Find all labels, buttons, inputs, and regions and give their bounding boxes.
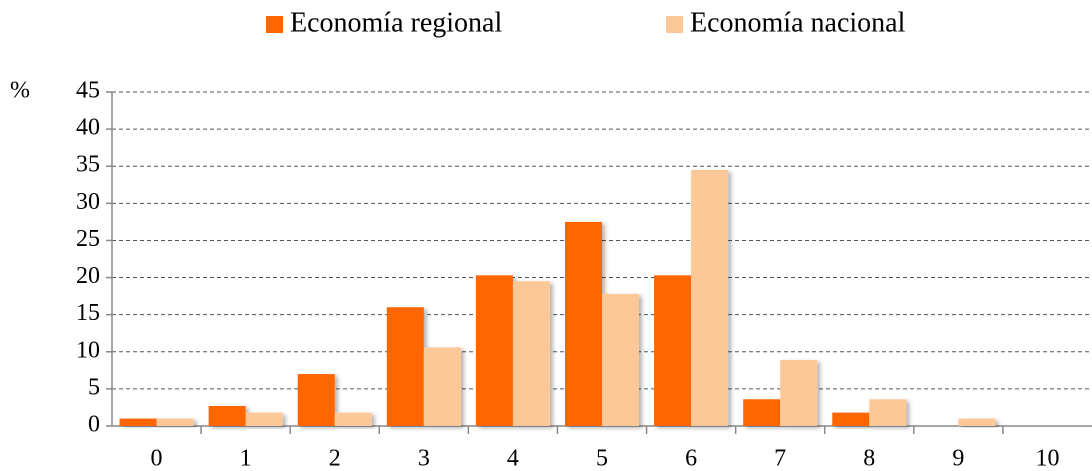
y-tick-label: 10: [76, 337, 100, 363]
x-tick-label: 6: [685, 446, 697, 471]
y-tick-label: 30: [76, 189, 100, 215]
bar: [297, 374, 335, 426]
bar: [208, 405, 246, 426]
y-tick-label: 5: [88, 374, 100, 400]
x-tick-label: 0: [151, 446, 163, 471]
x-tick-label: 2: [329, 446, 341, 471]
bar: [869, 399, 907, 426]
x-tick-label: 8: [863, 446, 875, 471]
legend-label: Economía regional: [290, 7, 502, 38]
bar: [565, 221, 602, 426]
bar: [245, 412, 283, 426]
bar: [512, 281, 550, 426]
bar: [743, 399, 781, 426]
y-tick-label: 15: [76, 300, 100, 326]
x-tick-label: 9: [952, 446, 964, 471]
bar: [423, 347, 461, 426]
x-tick-label: 10: [1035, 446, 1059, 471]
bar: [602, 293, 639, 426]
bar: [780, 359, 818, 426]
y-tick-label: 20: [76, 263, 100, 289]
bar: [958, 418, 996, 426]
x-tick-label: 1: [240, 446, 252, 471]
y-tick-label: 25: [76, 226, 100, 252]
bar: [654, 275, 692, 426]
y-axis-label: %: [10, 78, 30, 104]
y-tick-label: 0: [88, 412, 100, 438]
legend-swatch: [266, 16, 283, 33]
y-tick-label: 35: [76, 152, 100, 178]
bar: [475, 275, 513, 426]
x-tick-label: 4: [507, 446, 519, 471]
bar: [119, 418, 157, 426]
y-tick-label: 40: [76, 115, 100, 141]
bar: [386, 307, 424, 426]
y-tick-label: 45: [76, 78, 100, 104]
legend-label: Economía nacional: [690, 7, 906, 38]
legend-swatch: [666, 16, 683, 33]
bar: [691, 169, 729, 426]
x-tick-label: 5: [596, 446, 608, 471]
x-tick-label: 3: [418, 446, 430, 471]
x-tick-label: 7: [774, 446, 786, 471]
bar: [156, 418, 194, 426]
bar: [334, 412, 372, 426]
bar: [832, 412, 870, 426]
